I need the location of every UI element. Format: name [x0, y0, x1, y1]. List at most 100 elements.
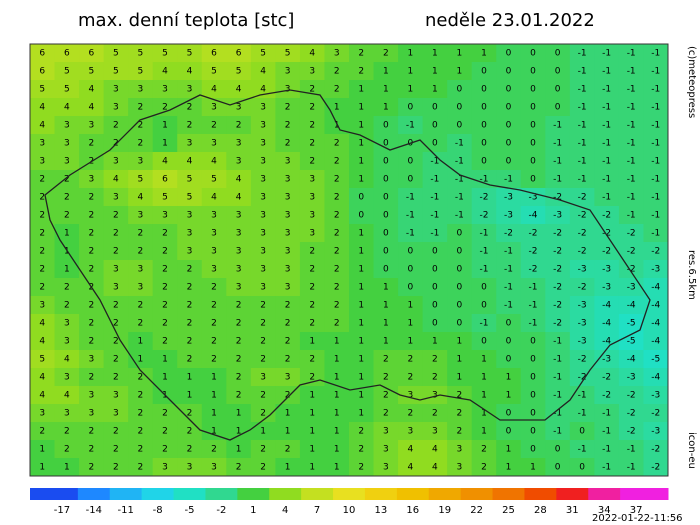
temp-value: 1 — [334, 427, 340, 437]
temp-value: -1 — [627, 463, 636, 473]
temp-value: 2 — [138, 391, 144, 401]
temp-cell — [177, 134, 203, 153]
temp-cell — [643, 170, 669, 189]
temp-cell — [496, 242, 522, 261]
temp-value: 0 — [555, 49, 561, 59]
temp-value: 3 — [113, 157, 119, 167]
temp-value: 5 — [211, 175, 217, 185]
temp-value: 2 — [309, 247, 315, 257]
temp-value: -4 — [627, 301, 636, 311]
temp-value: 3 — [236, 247, 242, 257]
temp-value: 2 — [334, 265, 340, 275]
temp-cell — [275, 422, 301, 441]
temp-cell — [373, 134, 399, 153]
temp-cell — [177, 242, 203, 261]
temp-cell — [250, 206, 276, 225]
temp-cell — [398, 44, 424, 63]
temp-cell — [128, 404, 154, 423]
temp-value: 1 — [334, 121, 340, 131]
temp-value: 6 — [39, 67, 45, 77]
temp-value: 2 — [162, 445, 168, 455]
temp-value: 2 — [309, 355, 315, 365]
temp-value: -1 — [627, 139, 636, 149]
temp-value: 2 — [407, 409, 413, 419]
temp-value: 3 — [260, 193, 266, 203]
temp-value: -1 — [455, 157, 464, 167]
temp-value: -3 — [627, 373, 636, 383]
temp-value: 4 — [88, 85, 94, 95]
temp-value: 0 — [530, 445, 536, 455]
temp-value: 0 — [506, 49, 512, 59]
temp-value: 0 — [457, 283, 463, 293]
temp-cell — [618, 440, 644, 459]
temp-cell — [398, 278, 424, 297]
temp-value: 0 — [432, 283, 438, 293]
temp-value: 0 — [530, 67, 536, 77]
temp-cell — [545, 314, 571, 333]
temp-cell — [201, 278, 227, 297]
temp-value: 3 — [285, 85, 291, 95]
temp-value: 2 — [39, 265, 45, 275]
temp-cell — [177, 314, 203, 333]
temp-cell — [520, 296, 546, 315]
temp-value: 2 — [383, 391, 389, 401]
temp-value: 3 — [187, 247, 193, 257]
temp-value: 2 — [334, 193, 340, 203]
temp-value: 0 — [457, 121, 463, 131]
temp-value: 2 — [138, 409, 144, 419]
temp-cell — [103, 62, 129, 81]
temp-cell — [496, 314, 522, 333]
colorbar-segment — [77, 488, 111, 500]
temp-value: 0 — [530, 175, 536, 185]
temp-cell — [643, 314, 669, 333]
temp-value: 1 — [285, 409, 291, 419]
temp-value: -2 — [553, 229, 562, 239]
temp-cell — [79, 170, 105, 189]
temp-cell — [569, 440, 595, 459]
temp-value: 2 — [39, 193, 45, 203]
temp-value: 0 — [407, 265, 413, 275]
temp-cell — [226, 116, 252, 135]
temp-cell — [324, 188, 350, 207]
temp-cell — [275, 332, 301, 351]
temp-value: 3 — [211, 139, 217, 149]
temp-value: 5 — [88, 67, 94, 77]
temp-value: -1 — [627, 85, 636, 95]
temp-value: 1 — [334, 409, 340, 419]
temp-value: 0 — [481, 283, 487, 293]
temp-cell — [152, 116, 178, 135]
temp-cell — [520, 242, 546, 261]
temp-value: 4 — [162, 157, 168, 167]
temp-cell — [324, 134, 350, 153]
temp-value: 3 — [285, 229, 291, 239]
temp-value: -1 — [553, 175, 562, 185]
temp-cell — [275, 224, 301, 243]
temp-value: 3 — [383, 463, 389, 473]
temp-cell — [226, 368, 252, 387]
temp-cell — [471, 368, 497, 387]
temp-cell — [422, 206, 448, 225]
temp-cell — [30, 170, 56, 189]
temp-value: 1 — [358, 319, 364, 329]
temp-value: 2 — [309, 283, 315, 293]
temp-value: 4 — [64, 391, 70, 401]
temp-value: 5 — [138, 67, 144, 77]
temp-value: 2 — [138, 427, 144, 437]
temp-cell — [422, 242, 448, 261]
temp-cell — [226, 440, 252, 459]
temp-value: 2 — [138, 319, 144, 329]
temp-cell — [275, 116, 301, 135]
temp-value: 1 — [236, 427, 242, 437]
temp-value: 2 — [432, 373, 438, 383]
temp-cell — [520, 260, 546, 279]
temp-value: 2 — [88, 139, 94, 149]
temp-cell — [128, 386, 154, 405]
temp-value: 1 — [530, 463, 536, 473]
temp-cell — [79, 296, 105, 315]
temp-value: -2 — [602, 391, 611, 401]
temp-value: 1 — [407, 319, 413, 329]
temp-cell — [520, 332, 546, 351]
temp-cell — [496, 44, 522, 63]
temp-value: 6 — [39, 49, 45, 59]
temp-cell — [594, 116, 620, 135]
